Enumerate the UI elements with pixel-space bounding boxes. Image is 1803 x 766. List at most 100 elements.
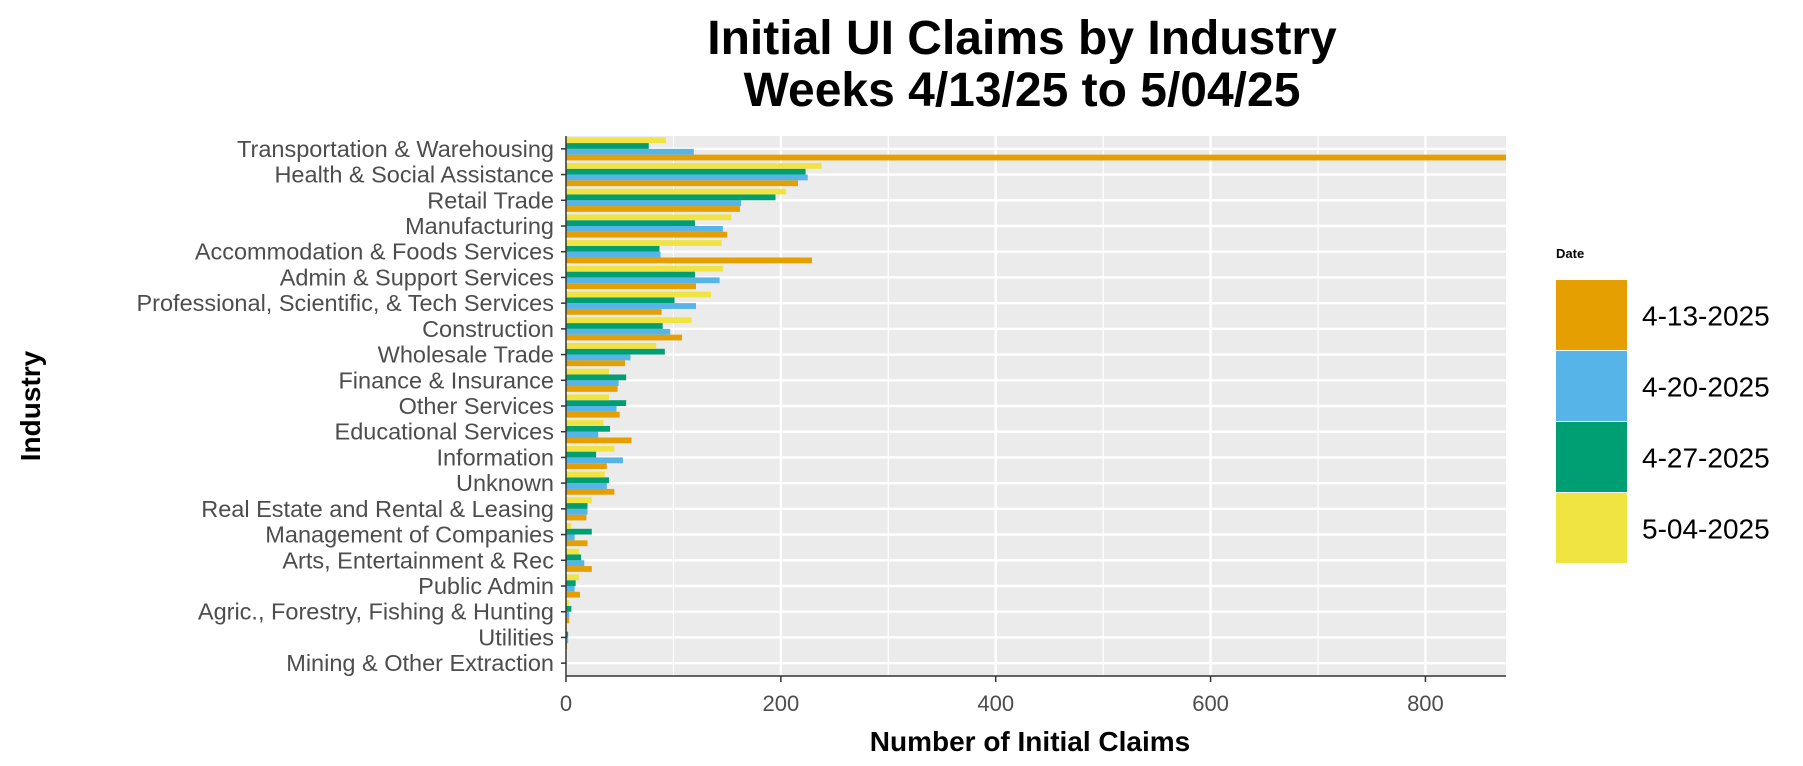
bar xyxy=(566,194,776,201)
bar xyxy=(566,283,696,289)
bar xyxy=(566,323,663,329)
bar xyxy=(566,617,570,624)
bar xyxy=(566,231,728,238)
grid-lines xyxy=(564,136,1506,676)
bar xyxy=(566,600,570,606)
bar xyxy=(566,394,609,401)
category-label: Mining & Other Extraction xyxy=(286,650,554,676)
category-label: Arts, Entertainment & Rec xyxy=(282,547,554,573)
bar xyxy=(566,317,692,324)
bar xyxy=(566,200,742,207)
bar xyxy=(566,240,722,246)
bar xyxy=(566,586,575,592)
bar xyxy=(566,251,661,258)
bar xyxy=(566,328,671,335)
bar xyxy=(566,354,631,361)
legend-swatch xyxy=(1556,493,1627,563)
legend-swatch xyxy=(1556,280,1627,350)
category-label: Transportation & Warehousing xyxy=(237,136,554,162)
category-label: Construction xyxy=(422,316,554,342)
bar xyxy=(566,574,579,581)
x-tick-label: 400 xyxy=(977,691,1014,716)
bar xyxy=(566,271,695,278)
chart-subtitle: Weeks 4/13/25 to 5/04/25 xyxy=(744,64,1301,117)
category-label: Other Services xyxy=(399,393,554,419)
bar xyxy=(566,611,570,618)
bar xyxy=(566,297,675,304)
bar xyxy=(566,631,569,638)
category-label: Utilities xyxy=(478,624,554,650)
bar xyxy=(566,580,576,586)
legend-swatch xyxy=(1556,351,1627,421)
category-label: Public Admin xyxy=(418,573,554,599)
bar xyxy=(566,497,592,504)
bar xyxy=(566,406,617,412)
bar xyxy=(566,303,696,309)
bar xyxy=(566,523,572,529)
bar xyxy=(566,528,592,535)
bar xyxy=(566,437,632,444)
legend-items: 4-13-2025 4-20-2025 4-27-2025 5-04-2025 xyxy=(1556,280,1770,563)
category-label: Admin & Support Services xyxy=(280,264,554,290)
category-label: Wholesale Trade xyxy=(378,342,554,368)
legend-label: 5-04-2025 xyxy=(1642,514,1770,545)
y-axis-title: Industry xyxy=(15,350,46,461)
x-tick-labels: 0 200 400 600 800 xyxy=(560,676,1444,716)
bar xyxy=(566,548,579,555)
bar xyxy=(566,137,666,144)
bar xyxy=(566,220,695,226)
bar xyxy=(566,245,660,252)
bar xyxy=(566,591,580,598)
bar xyxy=(566,265,723,272)
legend: Date 4-13-2025 4-20-2025 4-27-2025 5-04-202… xyxy=(1556,246,1770,563)
bar xyxy=(566,360,626,367)
bar xyxy=(566,174,808,181)
bar xyxy=(566,514,587,521)
bar xyxy=(566,605,572,612)
bar xyxy=(566,483,607,489)
bar xyxy=(566,451,597,458)
legend-label: 4-13-2025 xyxy=(1642,301,1770,332)
bar xyxy=(566,257,813,264)
bar xyxy=(566,420,604,426)
bar xyxy=(566,425,611,432)
bar xyxy=(566,374,627,381)
bar xyxy=(566,168,806,175)
bar xyxy=(566,163,822,169)
bar xyxy=(566,477,609,484)
x-tick-label: 200 xyxy=(762,691,799,716)
bar xyxy=(566,188,787,195)
category-label: Information xyxy=(436,444,554,470)
bar xyxy=(566,637,569,644)
bar xyxy=(566,226,723,232)
bar xyxy=(566,148,694,155)
bar xyxy=(566,343,657,349)
chart-title: Initial UI Claims by Industry xyxy=(707,12,1337,65)
bar xyxy=(566,457,623,464)
category-label: Educational Services xyxy=(335,419,554,445)
legend-label: 4-20-2025 xyxy=(1642,372,1770,403)
bar xyxy=(566,503,588,509)
bar xyxy=(566,488,615,495)
x-tick-label: 600 xyxy=(1192,691,1229,716)
category-label: Professional, Scientific, & Tech Service… xyxy=(136,290,554,316)
category-label: Unknown xyxy=(456,470,554,496)
bar xyxy=(566,540,588,547)
x-tick-label: 800 xyxy=(1407,691,1444,716)
category-label: Real Estate and Rental & Leasing xyxy=(201,496,554,522)
bar xyxy=(566,308,662,315)
bar xyxy=(566,334,683,341)
bar xyxy=(566,180,799,187)
bar xyxy=(566,380,619,387)
bar xyxy=(566,463,607,469)
category-label: Health & Social Assistance xyxy=(274,162,554,188)
bar xyxy=(566,560,585,567)
bar xyxy=(566,471,605,478)
bar xyxy=(566,368,609,375)
category-label: Finance & Insurance xyxy=(338,367,554,393)
bar xyxy=(566,348,665,355)
bar xyxy=(566,277,720,284)
bar xyxy=(566,431,599,438)
